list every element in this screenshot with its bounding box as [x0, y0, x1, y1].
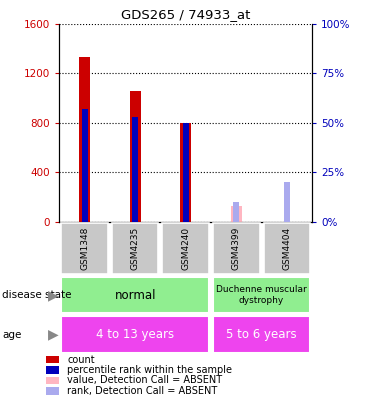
Bar: [233, 202, 239, 222]
Bar: [46, 387, 59, 394]
Bar: [46, 377, 59, 384]
Text: age: age: [2, 329, 21, 340]
Text: ▶: ▶: [47, 327, 58, 342]
Bar: [46, 366, 59, 374]
Text: normal: normal: [115, 289, 156, 301]
Bar: [61, 316, 209, 353]
Text: 4 to 13 years: 4 to 13 years: [96, 328, 174, 341]
Text: value, Detection Call = ABSENT: value, Detection Call = ABSENT: [67, 375, 223, 385]
Bar: [129, 91, 141, 222]
Text: GSM4399: GSM4399: [232, 227, 241, 270]
Bar: [180, 123, 192, 222]
Bar: [231, 206, 242, 222]
Bar: [82, 109, 88, 222]
Bar: [79, 57, 90, 222]
Bar: [284, 182, 290, 222]
Text: count: count: [67, 354, 95, 365]
Text: disease state: disease state: [2, 290, 71, 300]
Bar: [132, 117, 138, 222]
Text: rank, Detection Call = ABSENT: rank, Detection Call = ABSENT: [67, 386, 218, 396]
Text: percentile rank within the sample: percentile rank within the sample: [67, 365, 232, 375]
Bar: [213, 316, 310, 353]
Text: ▶: ▶: [47, 288, 58, 302]
Text: GSM4240: GSM4240: [181, 227, 190, 270]
Title: GDS265 / 74933_at: GDS265 / 74933_at: [121, 8, 250, 21]
Bar: [213, 223, 260, 274]
Bar: [264, 223, 310, 274]
Bar: [61, 223, 108, 274]
Bar: [183, 123, 189, 222]
Bar: [213, 277, 310, 313]
Text: GSM4404: GSM4404: [282, 227, 291, 270]
Bar: [46, 356, 59, 364]
Text: 5 to 6 years: 5 to 6 years: [226, 328, 297, 341]
Text: GSM4235: GSM4235: [131, 227, 140, 270]
Bar: [112, 223, 159, 274]
Bar: [61, 277, 209, 313]
Text: GSM1348: GSM1348: [80, 227, 89, 270]
Text: Duchenne muscular
dystrophy: Duchenne muscular dystrophy: [216, 286, 307, 305]
Bar: [162, 223, 209, 274]
